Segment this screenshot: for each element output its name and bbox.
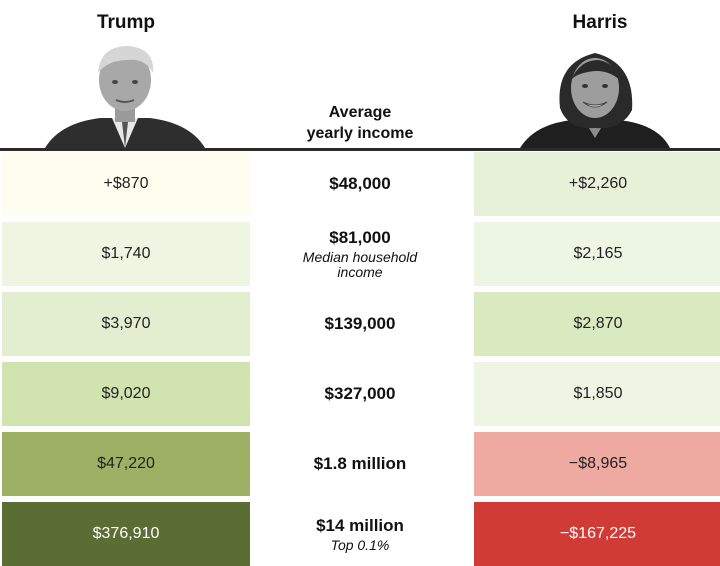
income-value: $14 million <box>316 515 404 535</box>
harris-change-cell: −$8,965 <box>474 432 720 496</box>
income-level-cell: $1.8 million <box>260 432 460 496</box>
column-header-line2: yearly income <box>306 125 414 142</box>
income-value: $1.8 million <box>313 454 407 473</box>
harris-change-cell: $1,850 <box>474 362 720 426</box>
income-level-cell: $139,000 <box>260 292 460 356</box>
income-value: $139,000 <box>324 314 396 333</box>
income-note: Median household income <box>302 249 418 280</box>
income-value: $327,000 <box>324 384 396 403</box>
harris-change-cell: $2,165 <box>474 222 720 286</box>
portrait-harris <box>510 38 680 148</box>
income-value: $81,000 <box>329 228 391 247</box>
income-level-cell: $81,000 Median household income <box>260 222 460 286</box>
trump-change-cell: $9,020 <box>2 362 250 426</box>
income-level-cell: $48,000 <box>260 152 460 216</box>
income-level-cell: $14 million Top 0.1% <box>260 502 460 566</box>
trump-change-cell: $3,970 <box>2 292 250 356</box>
candidate-name-harris: Harris <box>572 12 628 33</box>
trump-change-cell: $376,910 <box>2 502 250 566</box>
trump-change-cell: +$870 <box>2 152 250 216</box>
harris-change-cell: −$167,225 <box>474 502 720 566</box>
candidate-name-trump: Trump <box>96 12 156 33</box>
income-level-cell: $327,000 <box>260 362 460 426</box>
column-header: Average yearly income <box>270 102 450 144</box>
harris-change-cell: $2,870 <box>474 292 720 356</box>
income-note: Top 0.1% <box>330 536 390 553</box>
column-header-line1: Average <box>328 104 392 121</box>
income-value: $48,000 <box>329 174 391 193</box>
trump-change-cell: $47,220 <box>2 432 250 496</box>
header-divider <box>0 148 720 151</box>
harris-change-cell: +$2,260 <box>474 152 720 216</box>
trump-change-cell: $1,740 <box>2 222 250 286</box>
portrait-trump <box>40 38 210 148</box>
